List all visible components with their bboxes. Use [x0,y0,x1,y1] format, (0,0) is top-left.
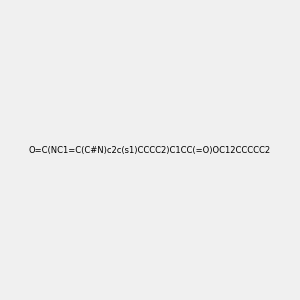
Text: O=C(NC1=C(C#N)c2c(s1)CCCC2)C1CC(=O)OC12CCCCC2: O=C(NC1=C(C#N)c2c(s1)CCCC2)C1CC(=O)OC12C… [29,146,271,154]
